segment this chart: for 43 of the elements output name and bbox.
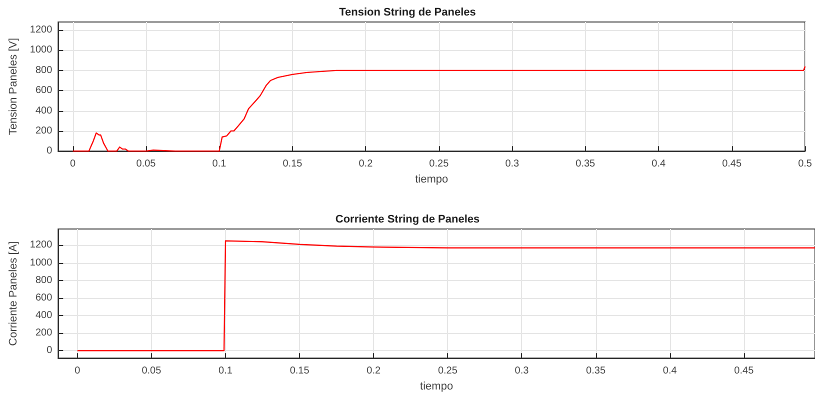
x-tick-label: 0.15: [290, 366, 310, 377]
x-tick-label: 0.4: [662, 366, 678, 377]
y-tick-label: 200: [35, 328, 53, 339]
y-tick-label: 1200: [30, 24, 53, 36]
chart-title: Tension String de Paneles: [339, 6, 476, 18]
chart-title: Corriente String de Paneles: [335, 214, 480, 226]
x-tick-label: 0.2: [366, 366, 382, 377]
y-tick-label: 200: [35, 125, 53, 136]
line-series: [76, 240, 815, 352]
line-series: [72, 66, 806, 152]
x-tick-label: 0.15: [282, 158, 303, 170]
x-tick-label: 0.4: [652, 158, 666, 170]
x-tick-label: 0.1: [212, 158, 227, 170]
x-tick-label: 0.25: [438, 366, 458, 377]
x-tick-label: 0.5: [798, 158, 812, 170]
x-tick-label: 0: [74, 366, 81, 377]
y-tick-label: 800: [35, 64, 53, 76]
x-tick-label: 0.2: [358, 158, 374, 170]
y-tick-label: 400: [35, 310, 53, 322]
x-tick-label: 0.25: [429, 158, 450, 170]
x-tick-label: 0.35: [576, 158, 596, 170]
y-tick-label: 800: [35, 274, 53, 286]
x-tick-label: 0.35: [586, 366, 606, 377]
x-tick-label: 0.05: [142, 366, 162, 377]
y-tick-label: 1000: [30, 44, 53, 56]
y-tick-label: 600: [35, 85, 53, 96]
x-tick-label: 0.1: [218, 366, 233, 377]
x-tick-label: 0: [70, 158, 76, 170]
x-tick-label: 0.3: [514, 366, 530, 377]
x-tick-label: 0.45: [734, 366, 754, 377]
x-tick-label: 0.05: [136, 158, 156, 170]
x-axis-title: tiempo: [415, 174, 448, 186]
x-axis-title: tiempo: [420, 380, 454, 392]
x-tick-label: 0.45: [722, 158, 742, 170]
x-tick-label: 0.3: [505, 158, 520, 170]
y-axis-title: Tension Paneles [V]: [8, 38, 20, 136]
y-tick-label: 1200: [30, 240, 53, 251]
y-tick-label: 400: [35, 105, 53, 116]
y-tick-label: 0: [46, 146, 53, 157]
y-tick-label: 0: [46, 345, 53, 356]
y-tick-label: 600: [35, 292, 53, 304]
y-axis-title: Corriente Paneles [A]: [8, 241, 20, 346]
y-tick-label: 1000: [30, 257, 53, 268]
